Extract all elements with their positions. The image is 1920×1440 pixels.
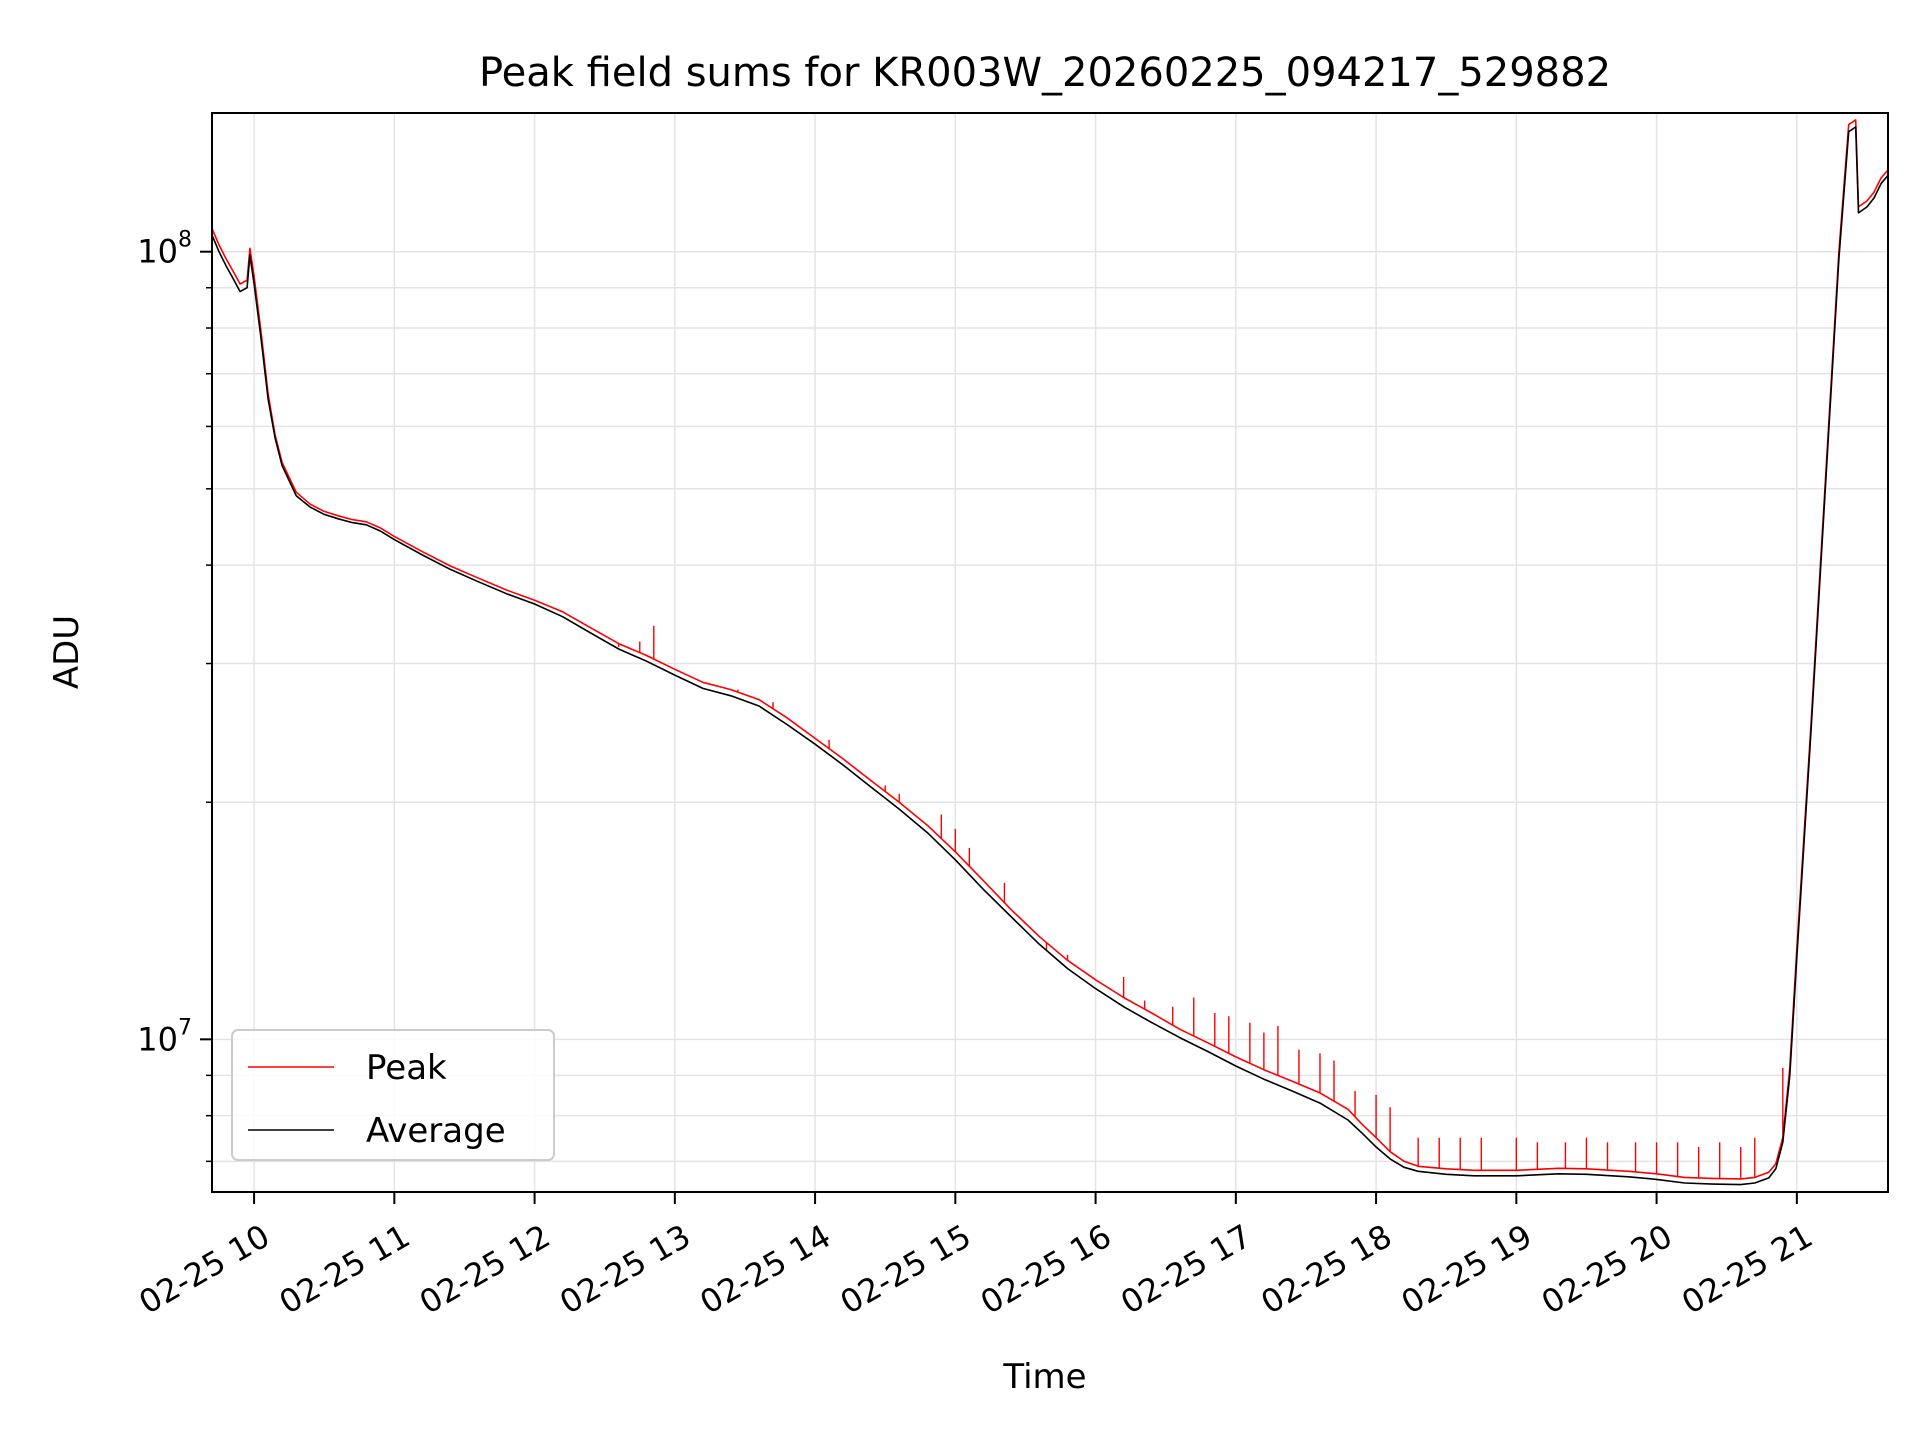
y-tick-label: 108 [137,228,192,271]
legend-label-peak: Peak [366,1048,447,1088]
y-tick-label-exponent: 7 [178,1015,192,1040]
legend-label-average: Average [366,1111,506,1151]
series-line-peak [211,119,1889,1180]
y-tick-label-exponent: 8 [178,228,192,253]
y-tick-label: 107 [137,1015,192,1058]
plot-frame [211,112,1889,1193]
y-tick-label-base: 10 [137,233,178,271]
x-axis-label: Time [1002,1357,1086,1397]
legend-box [231,1029,555,1161]
series-line-average [211,126,1889,1186]
grid [212,113,1888,1192]
y-tick-label-base: 10 [137,1020,178,1058]
y-axis-label: ADU [47,615,87,689]
series-layer [211,119,1889,1186]
chart-title: Peak field sums for KR003W_20260225_0942… [479,50,1611,96]
legend: Peak Average [231,1029,555,1161]
